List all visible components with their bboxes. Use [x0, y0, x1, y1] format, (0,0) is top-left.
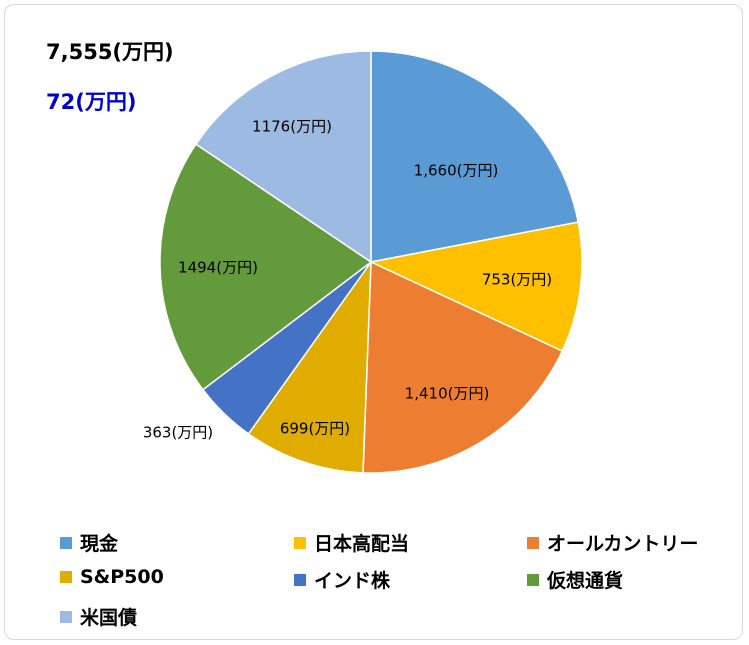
slice-data-label: 1,410(万円): [405, 385, 490, 403]
pie-slice: [368, 221, 583, 353]
slice-data-label: 1176(万円): [252, 118, 332, 136]
pie-slice: [362, 260, 564, 474]
pie-slice: [247, 259, 372, 474]
total-value: 7,555(万円): [46, 40, 174, 64]
pie-slice: [194, 50, 372, 264]
pie-slice: [159, 143, 373, 391]
change-value: 72(万円): [46, 90, 137, 114]
slice-data-label: 753(万円): [482, 271, 552, 289]
slice-data-label: 1494(万円): [178, 259, 258, 277]
slice-data-label: 699(万円): [280, 420, 350, 438]
slice-data-label: 1,660(万円): [414, 162, 499, 180]
slice-data-label: 363(万円): [143, 424, 213, 442]
pie-slice: [370, 50, 580, 263]
